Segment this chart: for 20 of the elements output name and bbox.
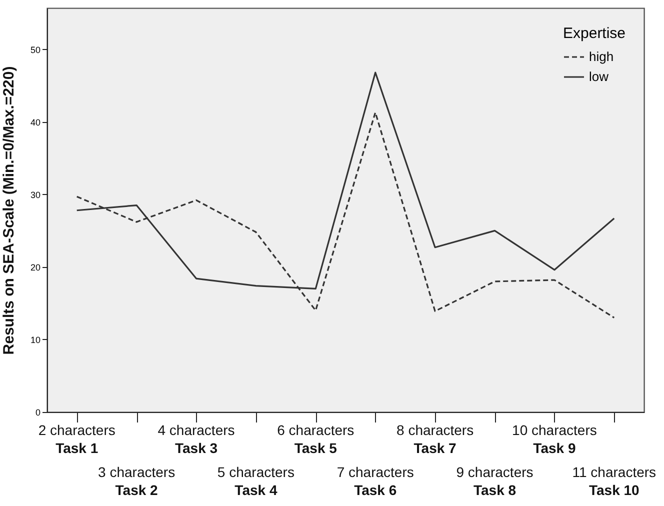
- category-label: 8 characters Task 7: [396, 422, 474, 456]
- category-label: 5 characters Task 4: [217, 464, 294, 498]
- y-tick-label: 40: [30, 117, 40, 128]
- y-tick-label: 10: [30, 334, 40, 345]
- category-label: 2 characters Task 1: [38, 422, 116, 456]
- category-label: 11 characters Task 10: [572, 464, 656, 498]
- category-label: 4 characters Task 3: [158, 422, 235, 456]
- y-tick-label: 20: [30, 262, 40, 272]
- legend-label: high: [589, 49, 614, 64]
- y-tick-label: 0: [35, 408, 40, 418]
- category-label: 10 characters Task 9: [512, 422, 597, 456]
- y-tick-label: 30: [30, 190, 40, 200]
- category-label: 9 characters Task 8: [456, 464, 534, 498]
- category-label: 6 characters Task 5: [277, 422, 354, 456]
- y-axis-title: Results on SEA-Scale (Min.=0/Max.=220): [0, 66, 18, 355]
- category-label: 3 characters Task 2: [98, 464, 176, 498]
- legend-label: low: [589, 69, 610, 84]
- category-label: 7 characters Task 6: [336, 464, 414, 498]
- legend-title: Expertise: [563, 25, 626, 42]
- y-tick-label: 50: [30, 44, 40, 55]
